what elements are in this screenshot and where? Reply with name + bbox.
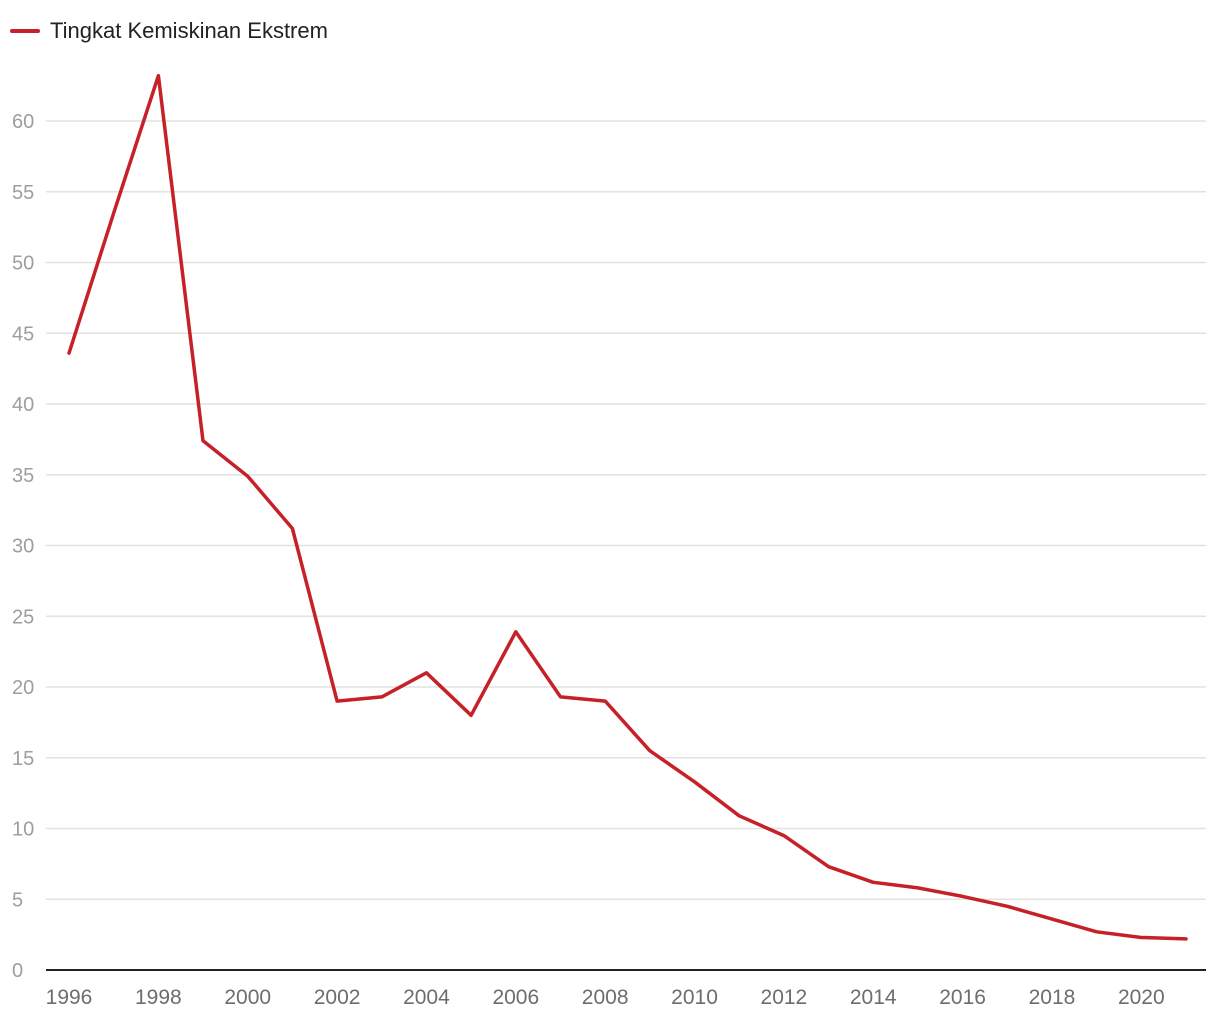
y-tick-label: 30 — [12, 536, 34, 558]
y-tick-label: 10 — [12, 819, 34, 841]
series-line — [67, 73, 1188, 941]
y-tick-label: 5 — [12, 889, 23, 911]
x-tick-label: 2014 — [850, 986, 897, 1009]
y-tick-label: 25 — [12, 606, 34, 628]
x-tick-label: 2012 — [761, 986, 808, 1009]
y-tick-label: 15 — [12, 748, 34, 770]
y-tick-label: 45 — [12, 323, 34, 345]
y-tick-label: 0 — [12, 960, 23, 982]
legend-swatch — [10, 29, 40, 33]
x-tick-label: 2002 — [314, 986, 361, 1009]
x-tick-label: 2010 — [671, 986, 718, 1009]
x-tick-label: 2004 — [403, 986, 450, 1009]
x-tick-label: 2008 — [582, 986, 629, 1009]
x-tick-label: 2020 — [1118, 986, 1165, 1009]
y-tick-label: 35 — [12, 465, 34, 487]
y-tick-label: 55 — [12, 182, 34, 204]
x-tick-label: 1996 — [46, 986, 93, 1009]
x-tick-label: 2018 — [1029, 986, 1076, 1009]
y-tick-label: 20 — [12, 677, 34, 699]
x-tick-label: 2006 — [492, 986, 539, 1009]
x-tick-label: 2000 — [224, 986, 271, 1009]
legend-label: Tingkat Kemiskinan Ekstrem — [50, 18, 328, 43]
y-axis-ticks: 0 5 10 15 20 25 30 35 40 45 50 55 60 — [12, 111, 34, 982]
legend: Tingkat Kemiskinan Ekstrem — [10, 18, 328, 44]
series-layer — [67, 73, 1188, 941]
x-tick-label: 1998 — [135, 986, 182, 1009]
gridlines — [46, 120, 1206, 900]
y-tick-label: 50 — [12, 253, 34, 275]
y-tick-label: 60 — [12, 111, 34, 133]
x-axis-ticks: 1996 1998 2000 2002 2004 2006 2008 2010 2012 2014… — [46, 986, 1165, 1009]
x-tick-label: 2016 — [939, 986, 986, 1009]
y-tick-label: 40 — [12, 394, 34, 416]
